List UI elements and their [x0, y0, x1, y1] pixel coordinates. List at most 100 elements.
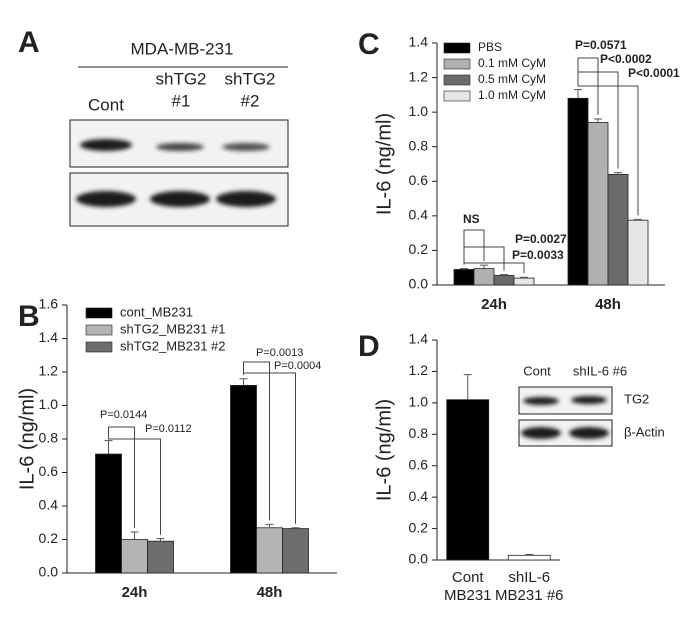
x-tick-label: 48h — [595, 296, 621, 313]
bar — [493, 275, 515, 286]
bar — [230, 384, 257, 574]
blot-band — [216, 191, 276, 207]
error-bar — [463, 374, 472, 400]
y-tick-label: 1.2 — [409, 362, 429, 378]
panel-label: C — [358, 28, 380, 61]
lane-label: shTG2 — [155, 69, 206, 88]
y-tick-label: 0.8 — [39, 430, 59, 446]
bracket — [463, 262, 525, 274]
lane-label: shTG2 — [224, 69, 275, 88]
annotation: P=0.0013 — [256, 347, 303, 359]
blot-band — [222, 143, 270, 151]
y-tick-label: 0.0 — [39, 564, 59, 580]
bracket — [108, 426, 135, 528]
blot-band — [76, 191, 136, 207]
lane-label: Cont — [88, 95, 124, 114]
panel-label: A — [18, 26, 40, 59]
bar — [453, 269, 475, 286]
annotation: P=0.0571 — [575, 38, 627, 52]
blot-band — [150, 191, 210, 207]
legend-label: PBS — [478, 40, 502, 54]
annotation: P=0.0144 — [100, 409, 147, 421]
legend-label: 1.0 mM CyM — [478, 88, 546, 102]
error-bar — [574, 89, 582, 99]
panel-label: B — [18, 300, 40, 333]
legend-label: shTG2_MB231 #2 — [120, 338, 226, 353]
legend-label: 0.5 mM CyM — [478, 72, 546, 86]
row-label: β-Actin — [624, 424, 665, 439]
legend-swatch — [443, 74, 471, 86]
legend-label: cont_MB231 — [120, 304, 193, 319]
y-tick-label: 0.2 — [409, 519, 429, 535]
legend-swatch — [85, 307, 113, 319]
lane-label: #1 — [172, 91, 191, 110]
blot-title: MDA-MB-231 — [131, 39, 234, 58]
bar — [627, 219, 649, 286]
x-tick-label: 48h — [257, 584, 283, 601]
legend-label: 0.1 mM CyM — [478, 56, 546, 70]
bar — [473, 268, 495, 286]
error-bar — [525, 554, 534, 556]
error-bar — [460, 268, 468, 270]
legend-swatch — [85, 341, 113, 353]
y-tick-label: 1.0 — [409, 394, 429, 410]
lane-label: shIL-6 #6 — [573, 363, 627, 378]
bracket — [463, 246, 505, 271]
y-tick-label: 1.2 — [409, 68, 429, 84]
error-bar — [500, 274, 508, 276]
bar — [567, 97, 589, 286]
bracket — [577, 85, 639, 216]
y-tick-label: 0.8 — [409, 137, 429, 153]
annotation: P=0.0033 — [512, 248, 564, 262]
annotation: P<0.0002 — [600, 52, 652, 66]
bar — [147, 540, 174, 574]
bracket — [577, 71, 619, 169]
error-bar — [239, 378, 248, 386]
chart: C IL-6 (ng/ml) 0.0 0.2 0.4 0.6 0.8 1.0 1.2 1.4 24h… — [358, 28, 680, 313]
blot-band — [156, 143, 204, 151]
bar — [446, 399, 490, 561]
y-tick-label: 0.2 — [39, 530, 59, 546]
y-tick-label: 1.4 — [39, 329, 59, 345]
bracket — [108, 436, 161, 535]
bar — [607, 173, 629, 286]
x-tick-label: Cont — [452, 569, 485, 586]
y-axis-label: IL-6 (ng/ml) — [373, 113, 395, 215]
legend-label: shTG2_MB231 #1 — [120, 321, 226, 336]
error-bar — [265, 523, 274, 528]
y-tick-label: 1.4 — [409, 331, 429, 347]
legend-swatch — [85, 324, 113, 336]
x-tick-label: 24h — [122, 584, 148, 601]
annotation: P=0.0027 — [515, 232, 567, 246]
lane-label: #2 — [241, 91, 260, 110]
y-tick-label: 0.4 — [409, 207, 429, 223]
lane-label: Cont — [523, 363, 551, 378]
bracket — [243, 361, 270, 521]
x-tick-label: 24h — [481, 296, 507, 313]
chart: B IL-6 (ng/ml) 0.0 0.2 0.4 0.6 0.8 1.0 1.2 1.4 1.6… — [16, 296, 337, 601]
y-tick-label: 0.6 — [39, 463, 59, 479]
error-bar — [480, 264, 488, 269]
legend-swatch — [443, 42, 471, 54]
y-tick-label: 0.2 — [409, 241, 429, 257]
y-tick-label: 1.2 — [39, 363, 59, 379]
blot-band — [80, 139, 132, 151]
legend-swatch — [443, 90, 471, 102]
panel-label: D — [358, 330, 380, 363]
row-label: TG2 — [624, 391, 649, 406]
y-tick-label: 0.4 — [39, 497, 59, 513]
y-axis-label: IL-6 (ng/ml) — [373, 399, 395, 501]
bar — [282, 528, 309, 574]
error-bar — [156, 538, 165, 542]
x-tick-label: MB231 — [444, 587, 492, 604]
bar — [121, 539, 148, 574]
y-tick-label: 1.0 — [409, 103, 429, 119]
blot-band — [569, 427, 609, 439]
blot-band — [521, 427, 561, 439]
blot-band — [523, 397, 559, 405]
bar — [256, 527, 283, 574]
error-bar — [104, 440, 113, 455]
y-tick-label: 0.6 — [409, 172, 429, 188]
bar — [587, 122, 609, 286]
